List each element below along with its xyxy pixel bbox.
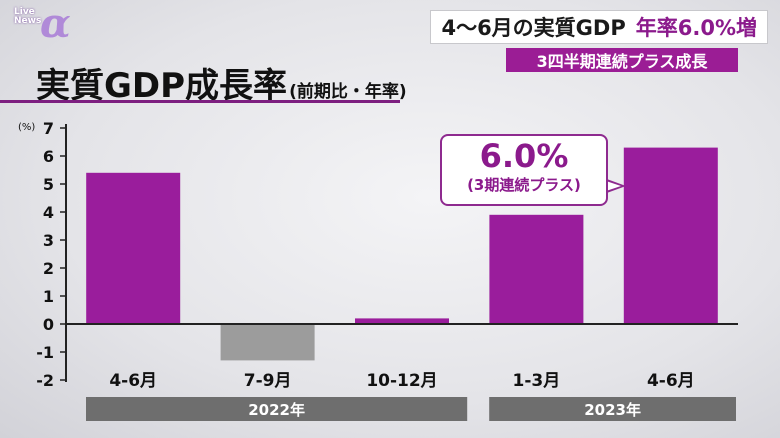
headline-banner: 4～6月の実質GDP 年率6.0%増	[430, 10, 768, 44]
x-tick-label: 7-9月	[244, 371, 292, 391]
x-tick-label: 4-6月	[109, 371, 157, 391]
subhead-banner: 3四半期連続プラス成長	[506, 48, 738, 72]
y-tick-label: -2	[36, 371, 54, 390]
callout-note: (3期連続プラス)	[467, 176, 581, 194]
headline-main: 4～6月の実質GDP	[441, 16, 626, 40]
year-label: 2022年	[248, 401, 305, 419]
chart-title-qualifier: (前期比・年率)	[289, 82, 407, 102]
x-tick-label: 10-12月	[366, 371, 437, 391]
y-tick-label: 4	[43, 203, 54, 222]
x-axis-ticks: 4-6月 7-9月 10-12月 1-3月 4-6月	[109, 371, 694, 391]
logo-line2: News	[14, 16, 42, 26]
y-tick-label: -1	[36, 343, 54, 362]
logo-line1: Live	[14, 7, 35, 17]
chart-title: 実質GDP成長率 (前期比・年率)	[36, 58, 407, 107]
x-tick-label: 4-6月	[647, 371, 695, 391]
callout-box: 6.0% (3期連続プラス)	[440, 134, 608, 206]
y-tick-label: 6	[43, 147, 54, 166]
year-band	[86, 397, 468, 421]
y-tick-label: 2	[43, 259, 54, 278]
live-news-alpha-logo: Live News α	[10, 0, 72, 47]
bar	[489, 214, 584, 324]
bars	[86, 147, 718, 361]
year-band	[489, 397, 736, 421]
chart-title-main: 実質GDP成長率	[36, 66, 288, 106]
logo-text: Live News	[14, 8, 41, 26]
year-label: 2023年	[584, 401, 641, 419]
headline-accent: 年率6.0%増	[635, 16, 757, 40]
y-tick-label: 3	[43, 231, 54, 250]
bar	[220, 324, 315, 361]
bar	[86, 172, 181, 324]
x-tick-label: 1-3月	[513, 371, 561, 391]
title-underline	[0, 100, 400, 103]
callout-value: 6.0%	[479, 137, 569, 175]
bar	[355, 318, 449, 324]
y-tick-label: 5	[43, 175, 54, 194]
axes	[65, 124, 738, 382]
y-tick-label: 7	[43, 119, 54, 138]
bar	[623, 147, 718, 324]
y-tick-label: 1	[43, 287, 54, 306]
y-axis-ticks: 7 6 5 4 3 2 1 0 -1 -2	[36, 119, 66, 390]
y-tick-label: 0	[43, 315, 54, 334]
year-bands: 2022年 2023年	[86, 397, 736, 421]
y-unit-label: (%)	[18, 122, 35, 133]
alpha-symbol: α	[40, 0, 71, 47]
